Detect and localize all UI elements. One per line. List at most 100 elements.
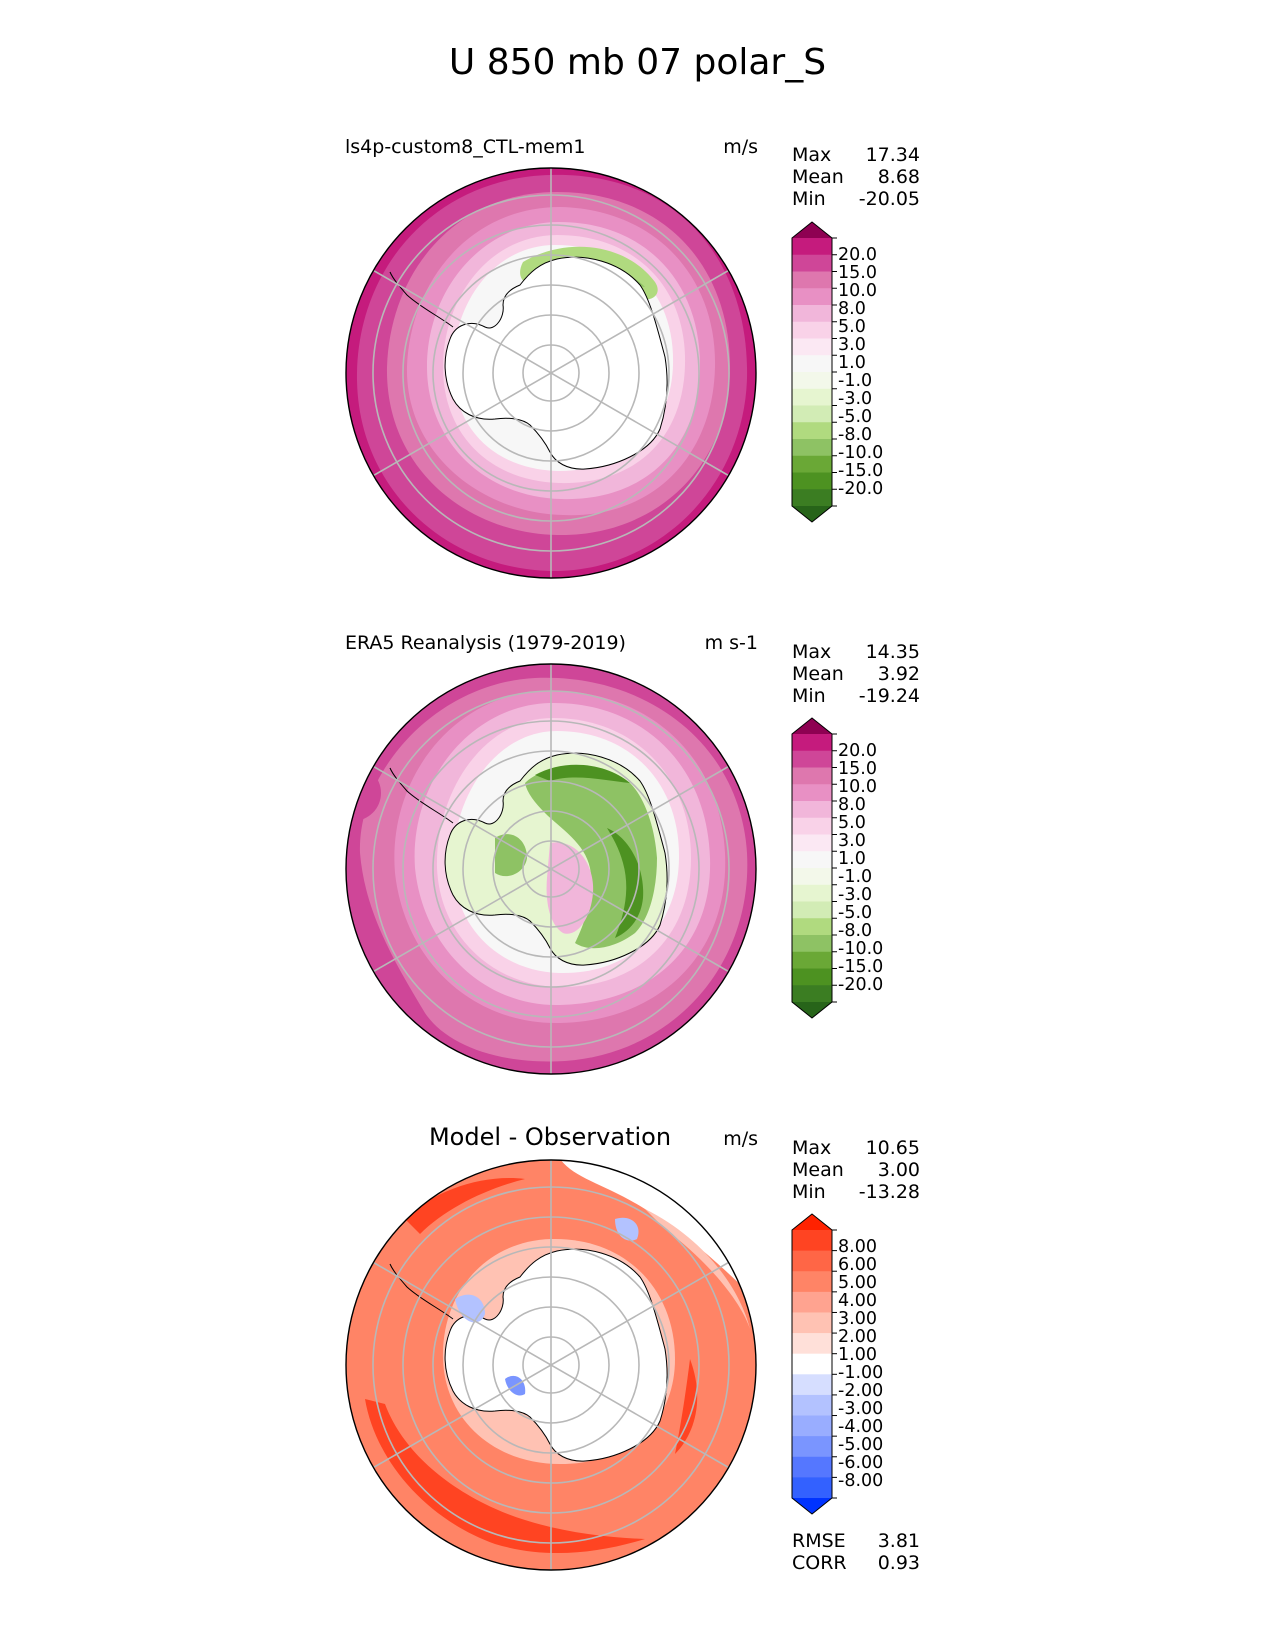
stat-label: Max <box>792 641 832 663</box>
corr-value: 0.93 <box>877 1552 920 1574</box>
colorbar-segment <box>792 455 832 474</box>
colorbar-segment <box>792 868 832 886</box>
panel-3-stats: Max 10.65 Mean 3.00 Min -13.28 <box>792 1137 920 1203</box>
stat-label: Max <box>792 1137 832 1159</box>
colorbar-tick: 3.0 <box>838 335 866 355</box>
figure-title: U 850 mb 07 polar_S <box>448 42 827 83</box>
panel-1-polar-map <box>345 167 757 579</box>
panel-3-colorbar-ticks: 8.00 6.00 5.00 4.00 3.00 2.00 1.00 -1.00… <box>838 1238 883 1490</box>
graticule <box>372 168 730 578</box>
colorbar-extend-min <box>792 1498 832 1514</box>
colorbar-segment <box>792 472 832 490</box>
colorbar-extend-min <box>792 1002 832 1018</box>
colorbar-tick: 6.00 <box>838 1255 877 1275</box>
stat-mean-value: 3.00 <box>877 1159 920 1181</box>
colorbar-tick: -15.0 <box>838 461 884 481</box>
colorbar-tick: -1.0 <box>838 867 873 887</box>
colorbar-tick: -20.0 <box>838 975 884 995</box>
colorbar-extend-max <box>792 1214 832 1230</box>
colorbar-segment <box>792 750 832 769</box>
colorbar-tick: -15.0 <box>838 957 884 977</box>
colorbar-segment <box>792 734 832 752</box>
colorbar-segment <box>792 388 832 407</box>
colorbar-tick: 1.0 <box>838 353 866 373</box>
colorbar-segment <box>792 439 832 457</box>
colorbar-segment <box>792 935 832 953</box>
stat-mean-value: 3.92 <box>877 663 920 685</box>
colorbar-tick: 8.00 <box>838 1237 877 1257</box>
panel-2-colorbar <box>790 717 840 1019</box>
colorbar-tick: -4.00 <box>838 1417 884 1437</box>
colorbar-tick: -1.0 <box>838 371 873 391</box>
colorbar-segment <box>792 1291 832 1314</box>
panel-3-colorbar <box>790 1213 840 1515</box>
metric-label: CORR <box>792 1552 847 1574</box>
field-contour <box>365 1399 645 1554</box>
colorbar-segment <box>792 1312 832 1334</box>
colorbar-segment <box>792 884 832 903</box>
panel-2-map-svg <box>345 663 757 1075</box>
colorbar-tick: 5.0 <box>838 317 866 337</box>
colorbar-segment <box>792 372 832 390</box>
colorbar-tick: -3.00 <box>838 1399 884 1419</box>
colorbar-segment <box>792 817 832 836</box>
colorbar-segment <box>792 784 832 802</box>
colorbar-extend-max <box>792 222 832 238</box>
stat-max-value: 10.65 <box>865 1137 920 1159</box>
panel-1-colorbar-ticks: 20.0 15.0 10.0 8.0 5.0 3.0 1.0 -1.0 -3.0… <box>838 246 883 498</box>
colorbar-segment <box>792 951 832 970</box>
panel-3-metrics: RMSE 3.81 CORR 0.93 <box>792 1530 920 1574</box>
stat-mean-value: 8.68 <box>877 166 920 188</box>
stat-min-value: -13.28 <box>858 1181 920 1203</box>
colorbar-segment <box>792 767 832 785</box>
colorbar-segment <box>792 489 832 507</box>
antarctic-peninsula <box>389 767 454 824</box>
colorbar-segment <box>792 288 832 306</box>
colorbar-extend-min <box>792 506 832 522</box>
field-contour <box>607 828 644 938</box>
panel-3-title: Model - Observation <box>428 1123 672 1151</box>
colorbar-tick: 10.0 <box>838 777 877 797</box>
colorbar-tick: -8.00 <box>838 1471 884 1491</box>
antarctic-peninsula <box>389 1263 454 1320</box>
colorbar-tick: 4.00 <box>838 1291 877 1311</box>
panel-2-units: m s-1 <box>704 632 758 654</box>
field-contour <box>405 1178 525 1234</box>
stat-min-value: -19.24 <box>858 685 920 707</box>
stat-label: Mean <box>792 663 844 685</box>
colorbar-segment <box>792 254 832 273</box>
panel-1-colorbar <box>790 221 840 523</box>
colorbar-tick: -8.0 <box>838 425 873 445</box>
colorbar-tick: 8.0 <box>838 299 866 319</box>
panel-2-polar-map <box>345 663 757 1075</box>
colorbar-segment <box>792 405 832 423</box>
panel-3-units: m/s <box>723 1128 758 1150</box>
colorbar-segment <box>792 1250 832 1272</box>
colorbar-tick: 20.0 <box>838 741 877 761</box>
stat-max-value: 14.35 <box>865 641 920 663</box>
colorbar-segment <box>792 918 832 936</box>
colorbar-tick: -3.0 <box>838 885 873 905</box>
colorbar-tick: -3.0 <box>838 389 873 409</box>
colorbar-segment <box>792 801 832 819</box>
colorbar-segment <box>792 355 832 373</box>
colorbar-extend-max <box>792 718 832 734</box>
colorbar-tick: -10.0 <box>838 939 884 959</box>
colorbar-segment <box>792 968 832 986</box>
rmse-value: 3.81 <box>877 1530 920 1552</box>
panel-2-stats: Max 14.35 Mean 3.92 Min -19.24 <box>792 641 920 707</box>
colorbar-tick: 2.00 <box>838 1327 877 1347</box>
colorbar-segment <box>792 1230 832 1252</box>
colorbar-tick: 15.0 <box>838 263 877 283</box>
map-boundary <box>345 167 757 579</box>
colorbar-segment <box>792 238 832 256</box>
stat-label: Mean <box>792 1159 844 1181</box>
colorbar-segment <box>792 834 832 852</box>
colorbar-segment <box>792 1374 832 1396</box>
field-contour <box>495 834 527 877</box>
colorbar-segment <box>792 1477 832 1499</box>
colorbar-segment <box>792 1333 832 1355</box>
panel-2-title: ERA5 Reanalysis (1979-2019) <box>345 632 626 654</box>
panel-1-units: m/s <box>723 136 758 158</box>
colorbar-tick: 1.00 <box>838 1345 877 1365</box>
